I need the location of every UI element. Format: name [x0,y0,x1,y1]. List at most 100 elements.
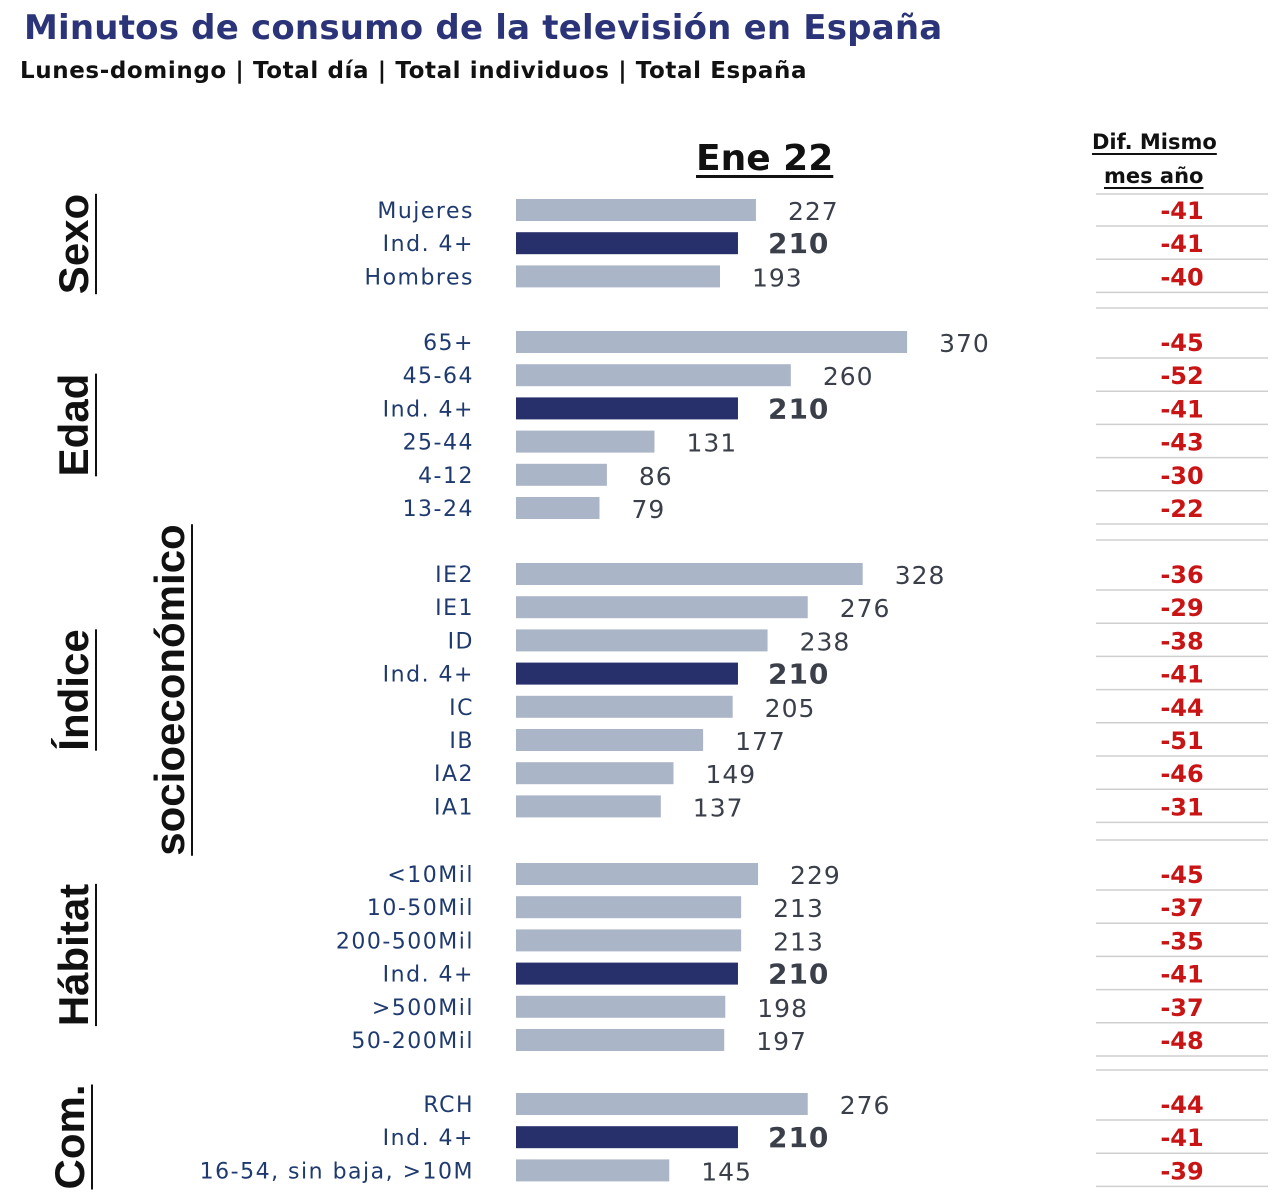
diff-header-line2: mes año [1104,164,1204,188]
diff-label: -41 [1160,197,1203,225]
diff-label: -45 [1160,861,1203,889]
bar [516,1159,670,1182]
diff-label: -43 [1160,429,1203,457]
value-label: 137 [693,793,744,822]
value-label: 260 [823,362,874,391]
category-label: 25-44 [403,431,474,456]
category-label: 200-500Mil [336,929,474,954]
value-label: 238 [800,627,851,656]
diff-label: -30 [1160,462,1203,490]
value-label: 177 [735,727,786,756]
category-label: IC [449,696,474,721]
category-label: IA1 [434,795,474,820]
diff-label: -37 [1160,894,1203,922]
bar [516,430,655,453]
value-label: 131 [686,429,737,458]
value-label: 205 [765,694,816,723]
bar [516,497,600,519]
value-label: 210 [768,227,829,260]
diff-label: -41 [1160,395,1203,423]
diff-label: -41 [1160,1124,1203,1152]
value-label: 210 [768,392,829,425]
diff-label: -29 [1160,594,1203,622]
category-label: Ind. 4+ [383,663,474,688]
bar-highlight [516,962,738,985]
category-label: Ind. 4+ [383,963,474,988]
value-label: 210 [768,658,829,691]
group-label: Índice [50,629,97,750]
bar [516,563,863,585]
bar [516,463,607,486]
bar [516,729,704,751]
group-label: Com. [46,1085,93,1190]
diff-label: -41 [1160,230,1203,258]
value-label: 149 [705,760,756,789]
category-label: 10-50Mil [367,896,474,921]
value-label: 213 [773,894,824,923]
value-label: 197 [756,1027,807,1056]
diff-header-line1: Dif. Mismo [1092,130,1217,154]
category-label: Hombres [365,265,474,290]
category-label: Ind. 4+ [383,397,474,422]
bar [516,199,756,221]
bar [516,929,742,952]
group-label: Sexo [50,194,97,294]
bar [516,596,808,619]
bar-highlight [516,397,738,420]
bar [516,1093,808,1115]
category-label: >500Mil [372,996,474,1021]
diff-label: -45 [1160,329,1203,357]
value-label: 328 [895,561,946,590]
category-label: IE2 [435,563,474,588]
diff-label: -51 [1160,727,1203,755]
bar [516,795,661,818]
bar [516,863,759,885]
category-label: 50-200Mil [351,1029,474,1054]
bar-highlight [516,1126,738,1149]
value-label: 193 [752,263,803,292]
category-label: IA2 [434,762,474,787]
diff-label: -44 [1160,694,1203,722]
bar [516,695,733,718]
diff-label: -52 [1160,362,1203,390]
category-label: IE1 [435,596,474,621]
category-label: 45-64 [403,364,474,389]
bar [516,995,726,1018]
bar [516,1029,725,1051]
diff-label: -48 [1160,1027,1203,1055]
value-label: 145 [701,1157,752,1186]
bar [516,265,721,288]
category-label: 16-54, sin baja, >10M [200,1159,474,1184]
diff-label: -46 [1160,760,1203,788]
category-label: 65+ [423,331,474,356]
bar-highlight [516,662,738,685]
diff-label: -31 [1160,793,1203,821]
value-label: 276 [840,594,891,623]
category-label: ID [448,629,474,654]
category-label: IB [449,729,474,754]
group-label: Edad [50,374,97,477]
value-label: 227 [788,197,839,226]
diff-label: -41 [1160,661,1203,689]
group-label: Hábitat [50,884,97,1026]
value-label: 276 [840,1091,891,1120]
bar [516,896,742,919]
period-header: Ene 22 [696,138,834,179]
chart-title: Minutos de consumo de la televisión en E… [24,8,943,48]
diff-label: -44 [1160,1091,1203,1119]
group-label: socioeconómico [146,524,193,855]
diff-label: -41 [1160,961,1203,989]
category-label: <10Mil [387,863,474,888]
value-label: 370 [939,329,990,358]
bar [516,331,908,353]
bar [516,364,791,387]
category-label: RCH [423,1093,474,1118]
value-label: 213 [773,927,824,956]
bar [516,629,768,652]
category-label: 13-24 [403,497,474,522]
diff-label: -39 [1160,1157,1203,1185]
category-label: 4-12 [418,464,474,489]
diff-label: -35 [1160,927,1203,955]
diff-label: -40 [1160,263,1203,291]
